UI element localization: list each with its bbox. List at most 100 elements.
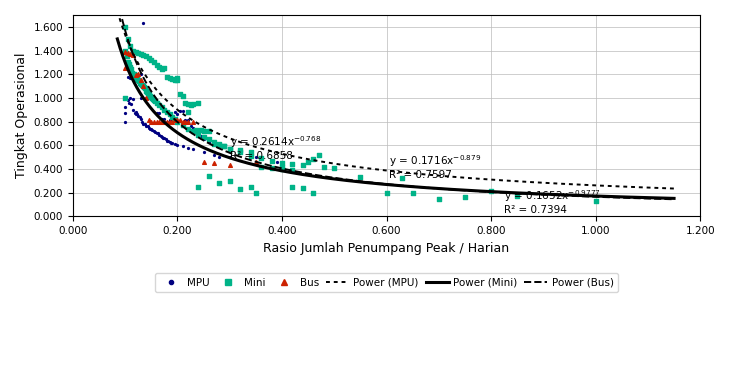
Point (164, 139, 175, 145)
Point (130, 72, 142, 78)
Point (166, 114, 178, 120)
Point (312, 152, 324, 158)
Point (188, 146, 199, 152)
Point (208, 139, 220, 145)
Point (213, 154, 225, 160)
Point (180, 100, 191, 106)
Point (255, 163, 267, 170)
Point (123, 100, 135, 106)
Point (135, 116, 147, 122)
Point (156, 66, 168, 73)
Point (145, 126, 157, 132)
Point (177, 122, 188, 128)
Point (138, 84, 150, 90)
Point (143, 125, 155, 131)
Point (245, 149, 256, 155)
Point (188, 128, 199, 134)
Point (138, 121, 150, 127)
Text: y = 0.1716x$^{-0.879}$
R² = 0.7597: y = 0.1716x$^{-0.879}$ R² = 0.7597 (389, 153, 481, 180)
Point (203, 139, 215, 145)
Point (155, 133, 166, 139)
Point (138, 83, 150, 89)
Point (165, 140, 177, 146)
Point (130, 75, 142, 81)
Point (276, 160, 288, 166)
Point (328, 165, 340, 171)
Point (166, 140, 178, 146)
Point (174, 108, 186, 114)
Point (188, 125, 199, 131)
Point (271, 159, 283, 165)
Point (266, 158, 277, 164)
Point (119, 95, 131, 101)
Point (318, 163, 330, 170)
Point (134, 79, 146, 86)
Point (139, 121, 151, 127)
Point (125, 64, 137, 70)
Point (148, 59, 160, 65)
Point (164, 112, 175, 118)
Point (198, 149, 210, 155)
Point (160, 136, 172, 142)
Point (250, 189, 261, 196)
Point (130, 109, 142, 115)
Point (156, 116, 168, 122)
Point (122, 73, 134, 79)
Point (153, 118, 165, 125)
Point (135, 51, 147, 57)
Point (138, 52, 150, 58)
Point (198, 159, 210, 165)
Point (166, 115, 178, 121)
Point (135, 77, 147, 83)
Point (156, 134, 168, 140)
Y-axis label: Tingkat Operasional: Tingkat Operasional (15, 53, 28, 178)
Point (132, 77, 144, 83)
Point (177, 108, 188, 114)
Point (119, 24, 131, 30)
Point (161, 73, 173, 79)
Point (208, 160, 220, 166)
Point (198, 128, 210, 134)
Point (143, 55, 155, 61)
Point (143, 117, 155, 123)
Point (150, 99, 161, 105)
Point (158, 135, 170, 141)
Point (122, 36, 134, 42)
Point (156, 104, 168, 110)
Point (119, 95, 131, 101)
Point (203, 136, 215, 142)
Point (245, 153, 256, 159)
Point (188, 118, 199, 125)
Point (132, 50, 144, 56)
Point (150, 129, 161, 135)
Point (190, 128, 201, 134)
Point (140, 53, 152, 60)
Point (126, 66, 137, 73)
Point (177, 143, 188, 149)
Point (208, 152, 220, 158)
Point (224, 178, 236, 184)
Point (128, 71, 139, 77)
Point (127, 107, 139, 113)
Point (131, 76, 142, 82)
Point (156, 118, 168, 125)
Point (250, 159, 261, 165)
Point (139, 86, 151, 92)
Point (137, 118, 148, 125)
Point (128, 110, 140, 117)
Point (145, 95, 157, 101)
Point (234, 186, 246, 192)
Point (150, 110, 162, 117)
Point (119, 65, 131, 71)
Point (169, 77, 181, 83)
Point (153, 110, 165, 117)
Point (203, 128, 215, 134)
Point (185, 123, 196, 129)
Point (485, 188, 497, 194)
Point (224, 146, 236, 152)
Point (136, 82, 147, 88)
Point (307, 189, 319, 196)
Point (133, 78, 145, 84)
Point (245, 184, 256, 190)
Point (125, 43, 137, 49)
